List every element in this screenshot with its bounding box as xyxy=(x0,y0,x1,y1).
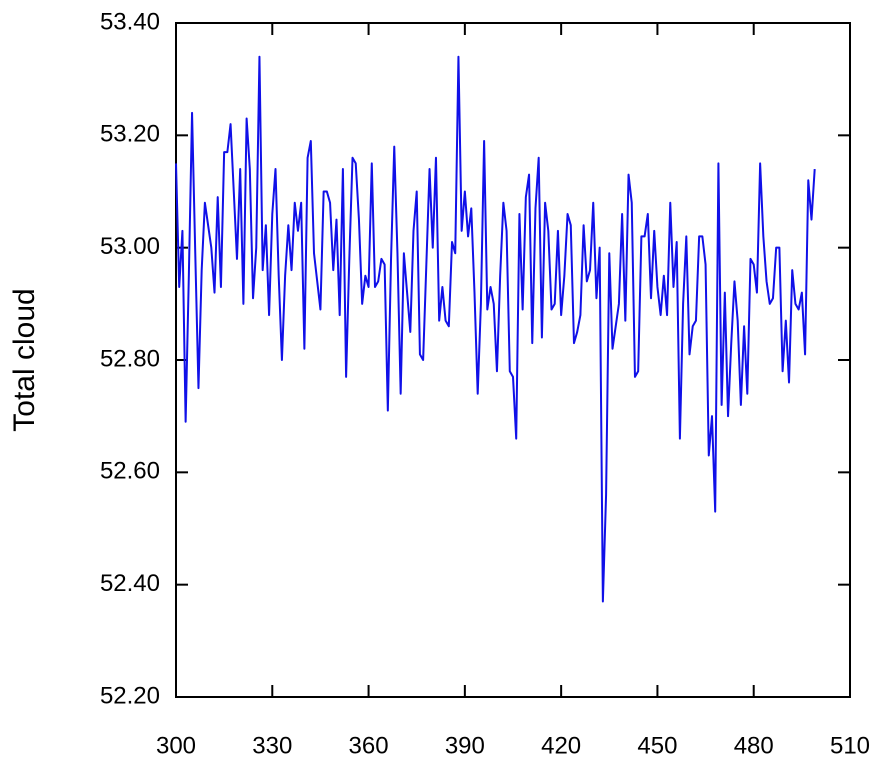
y-tick-label: 52.60 xyxy=(100,458,160,485)
x-tick-label: 390 xyxy=(445,732,485,759)
data-line xyxy=(175,55,816,603)
y-tick-label: 53.40 xyxy=(100,8,160,35)
y-tick-label: 53.00 xyxy=(100,233,160,260)
x-tick-label: 510 xyxy=(830,732,870,759)
x-tick-label: 330 xyxy=(252,732,292,759)
y-tick-label: 53.20 xyxy=(100,121,160,148)
y-tick-label: 52.80 xyxy=(100,345,160,372)
x-tick-label: 420 xyxy=(541,732,581,759)
x-tick-label: 480 xyxy=(734,732,774,759)
y-tick-label: 52.40 xyxy=(100,570,160,597)
x-tick-label: 300 xyxy=(156,732,196,759)
x-tick-label: 360 xyxy=(349,732,389,759)
x-tick-label: 450 xyxy=(637,732,677,759)
y-axis-label: Total cloud xyxy=(8,288,41,431)
y-tick-label: 52.20 xyxy=(100,682,160,709)
